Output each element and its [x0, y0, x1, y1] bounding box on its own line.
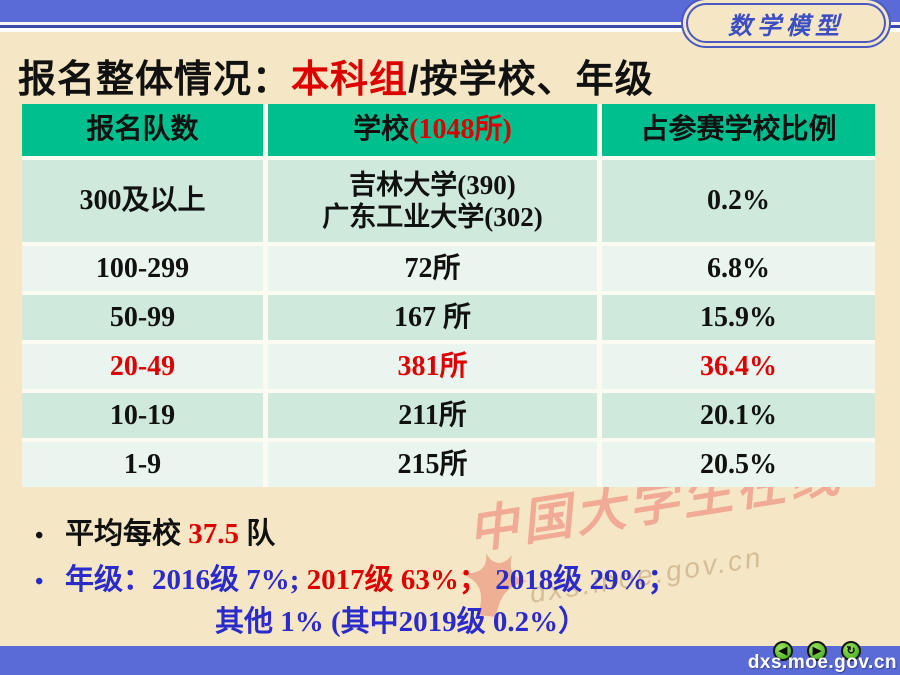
- title-highlight: 本科组: [291, 59, 409, 101]
- math-model-badge-label: 数学模型: [728, 12, 844, 40]
- table-cell-teams: 10-19: [22, 393, 263, 438]
- table-cell-pct: 0.2%: [602, 160, 875, 242]
- table-cell-teams: 50-99: [22, 295, 263, 340]
- title-prefix: 报名整体情况：: [18, 59, 292, 101]
- col-header-school-note: (1048所): [409, 114, 512, 146]
- col-header-ratio: 占参赛学校比例: [602, 104, 875, 156]
- return-icon: ↻: [846, 644, 856, 657]
- table-cell-schools-highlighted: 381所: [268, 344, 597, 389]
- previous-slide-button[interactable]: ◀: [773, 641, 793, 661]
- bullet-average-teams: • 平均每校 37.5 队: [35, 510, 275, 552]
- b1-number: 37.5: [188, 518, 240, 550]
- school-line-2: 广东工业大学(302): [322, 202, 543, 232]
- table-cell-schools: 167 所: [268, 295, 597, 340]
- bullet-dot: •: [35, 568, 44, 595]
- table-cell-pct-highlighted: 36.4%: [602, 344, 875, 389]
- table-cell-pct: 15.9%: [602, 295, 875, 340]
- table-cell-schools: 215所: [268, 442, 597, 487]
- math-model-badge: 数学模型: [686, 3, 886, 43]
- top-bar-line-white: [0, 22, 900, 25]
- table-cell-teams-highlighted: 20-49: [22, 344, 263, 389]
- b2-part1: 年级：2016级 7%;: [65, 564, 307, 596]
- next-slide-button[interactable]: ▶: [807, 641, 827, 661]
- table-cell-teams: 1-9: [22, 442, 263, 487]
- col-header-school-label: 学校: [353, 114, 410, 146]
- table-cell-pct: 20.5%: [602, 442, 875, 487]
- page-title: 报名整体情况：本科组/按学校、年级: [18, 48, 654, 103]
- slide-nav-controls: ◀ ▶ ↻: [773, 641, 861, 661]
- registration-table: 报名队数 学校 (1048所) 占参赛学校比例 300及以上 吉林大学(390)…: [22, 104, 875, 487]
- table-cell-schools: 211所: [268, 393, 597, 438]
- table-cell-pct: 20.1%: [602, 393, 875, 438]
- table-cell-schools: 吉林大学(390) 广东工业大学(302): [268, 160, 597, 242]
- watermark-logo-icon: [460, 553, 528, 617]
- table-cell-schools: 72所: [268, 246, 597, 291]
- bottom-bar: [0, 646, 900, 675]
- col-header-schools: 学校 (1048所): [268, 104, 597, 156]
- top-bar-line-white-2: [0, 28, 900, 32]
- bullet-dot: •: [35, 522, 44, 549]
- table-cell-teams: 300及以上: [22, 160, 263, 242]
- bullet-grade-distribution-line2: 其他 1% (其中2019级 0.2%）: [215, 606, 588, 638]
- forward-icon: ▶: [812, 644, 822, 657]
- top-bar-line-dark: [0, 25, 900, 28]
- bullet-grade-distribution: • 年级：2016级 7%; 2017级 63%； 2018级 29%；: [35, 556, 676, 598]
- b1-pre: 平均每校: [65, 518, 189, 550]
- return-button[interactable]: ↻: [841, 641, 861, 661]
- school-line-1: 吉林大学(390): [349, 169, 516, 200]
- table-cell-teams: 100-299: [22, 246, 263, 291]
- col-header-teams: 报名队数: [22, 104, 263, 156]
- b2-part2: 2017级 63%；: [306, 564, 488, 596]
- title-suffix: /按学校、年级: [408, 59, 654, 101]
- top-bar: [0, 0, 900, 22]
- table-cell-pct: 6.8%: [602, 246, 875, 291]
- b1-post: 队: [239, 518, 276, 550]
- site-url: dxs.moe.gov.cn: [747, 652, 897, 673]
- b2-part3: 2018级 29%；: [487, 564, 677, 596]
- back-icon: ◀: [778, 644, 788, 657]
